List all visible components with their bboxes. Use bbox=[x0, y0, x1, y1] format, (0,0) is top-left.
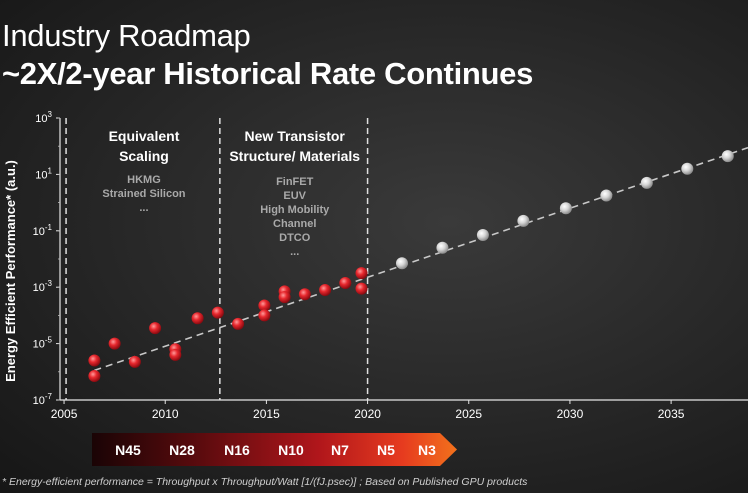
projected-data-point bbox=[721, 150, 734, 163]
projected-data-point bbox=[436, 241, 449, 254]
node-label: N45 bbox=[115, 442, 141, 458]
historical-data-point bbox=[258, 309, 271, 322]
historical-data-point bbox=[88, 354, 101, 367]
x-tick-label: 2030 bbox=[557, 407, 584, 421]
x-tick-label: 2010 bbox=[152, 407, 179, 421]
projected-data-point bbox=[395, 257, 408, 270]
region-item: DTCO bbox=[279, 232, 311, 244]
y-tick-label: 103 bbox=[35, 110, 52, 125]
y-tick-label: 10-1 bbox=[33, 223, 53, 238]
y-axis-label: Energy Efficient Performance* (a.u.) bbox=[3, 160, 18, 382]
historical-data-point bbox=[232, 317, 245, 330]
region-item: HKMG bbox=[127, 174, 161, 186]
node-label: N10 bbox=[278, 442, 304, 458]
historical-data-point bbox=[355, 267, 368, 280]
historical-data-point bbox=[211, 306, 224, 319]
historical-data-point bbox=[355, 282, 368, 295]
projected-data-point bbox=[517, 214, 530, 227]
historical-data-point bbox=[169, 348, 182, 361]
projected-data-point bbox=[476, 229, 489, 242]
region-title: Structure/ Materials bbox=[229, 148, 360, 164]
node-label: N3 bbox=[418, 442, 436, 458]
y-tick-label: 10-7 bbox=[33, 392, 53, 407]
node-label: N16 bbox=[224, 442, 250, 458]
node-arrow-bar bbox=[92, 433, 457, 466]
historical-data-point bbox=[108, 337, 121, 350]
x-tick-label: 2035 bbox=[658, 407, 685, 421]
projected-data-point bbox=[640, 176, 653, 189]
region-item: Strained Silicon bbox=[102, 188, 185, 200]
region-item: Channel bbox=[273, 218, 316, 230]
y-tick-label: 101 bbox=[35, 166, 52, 181]
page-subtitle: ~2X/2-year Historical Rate Continues bbox=[2, 56, 534, 91]
x-tick-label: 2025 bbox=[455, 407, 482, 421]
historical-data-point bbox=[128, 355, 141, 368]
x-tick-label: 2020 bbox=[354, 407, 381, 421]
region-title: New Transistor bbox=[245, 128, 346, 144]
node-label: N5 bbox=[377, 442, 395, 458]
region-item: High Mobility bbox=[260, 204, 330, 216]
node-label: N28 bbox=[169, 442, 195, 458]
x-tick-label: 2005 bbox=[51, 407, 78, 421]
region-item: ... bbox=[290, 246, 299, 258]
historical-data-point bbox=[319, 284, 332, 297]
historical-data-point bbox=[258, 299, 271, 312]
historical-data-point bbox=[149, 322, 162, 335]
region-title: Equivalent bbox=[109, 128, 180, 144]
footnote: * Energy-efficient performance = Through… bbox=[2, 476, 528, 488]
page-title: Industry Roadmap bbox=[2, 18, 251, 53]
historical-data-point bbox=[278, 291, 291, 304]
node-label: N7 bbox=[331, 442, 349, 458]
region-title: Scaling bbox=[119, 148, 169, 164]
y-tick-label: 10-3 bbox=[33, 279, 53, 294]
historical-data-point bbox=[339, 276, 352, 289]
x-tick-label: 2015 bbox=[253, 407, 280, 421]
projected-data-point bbox=[559, 202, 572, 215]
region-item: EUV bbox=[283, 190, 306, 202]
historical-data-point bbox=[298, 288, 311, 301]
projected-data-point bbox=[600, 189, 613, 202]
y-tick-label: 10-5 bbox=[33, 336, 53, 351]
region-item: ... bbox=[139, 202, 148, 214]
region-item: FinFET bbox=[276, 176, 314, 188]
historical-data-point bbox=[191, 312, 204, 325]
projected-data-point bbox=[681, 162, 694, 175]
historical-data-point bbox=[88, 370, 101, 383]
